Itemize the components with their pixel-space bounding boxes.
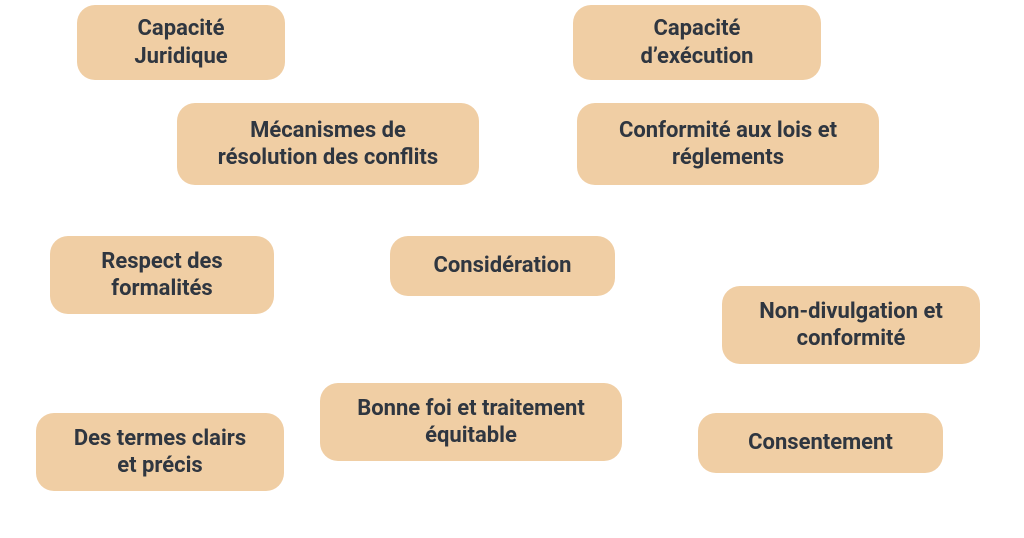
tag-label: Non-divulgation et conformité (759, 298, 943, 353)
tag-label: Bonne foi et traitement équitable (357, 395, 585, 450)
tag-respect-formalites: Respect des formalités (50, 236, 274, 314)
tag-conformite-lois: Conformité aux lois et réglements (577, 103, 879, 185)
tag-label: Capacité Juridique (134, 15, 227, 70)
tag-bonne-foi: Bonne foi et traitement équitable (320, 383, 622, 461)
tag-capacite-juridique: Capacité Juridique (77, 5, 285, 80)
tag-label: Des termes clairs et précis (74, 425, 246, 480)
tag-consideration: Considération (390, 236, 615, 296)
tag-consentement: Consentement (698, 413, 943, 473)
tag-capacite-execution: Capacité d’exécution (573, 5, 821, 80)
tag-label: Consentement (748, 429, 893, 457)
tag-termes-clairs: Des termes clairs et précis (36, 413, 284, 491)
tag-label: Capacité d’exécution (640, 15, 753, 70)
tag-label: Conformité aux lois et réglements (619, 117, 837, 172)
tag-mecanismes-resolution: Mécanismes de résolution des conflits (177, 103, 479, 185)
tag-non-divulgation: Non-divulgation et conformité (722, 286, 980, 364)
tag-label: Mécanismes de résolution des conflits (218, 117, 438, 172)
tag-label: Respect des formalités (101, 248, 222, 303)
tag-label: Considération (433, 252, 571, 280)
